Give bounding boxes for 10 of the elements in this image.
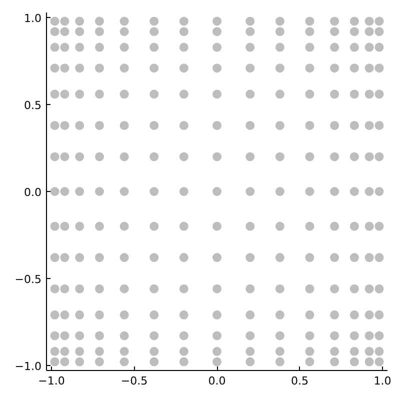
y-tick-label: 0.5	[24, 99, 42, 112]
x-tick-label: −1.0	[38, 374, 65, 388]
x-tick-label: 0.0	[208, 374, 226, 388]
x-tick-label: 0.5	[291, 374, 309, 388]
y-tick-label: −1.0	[14, 360, 42, 373]
x-tick-label: 1.0	[374, 374, 392, 388]
y-tick-label: 0.0	[24, 186, 42, 199]
y-tick-label: 1.0	[24, 12, 42, 26]
x-tick-label: −0.5	[120, 374, 148, 388]
y-tick-label: −0.5	[14, 272, 42, 286]
